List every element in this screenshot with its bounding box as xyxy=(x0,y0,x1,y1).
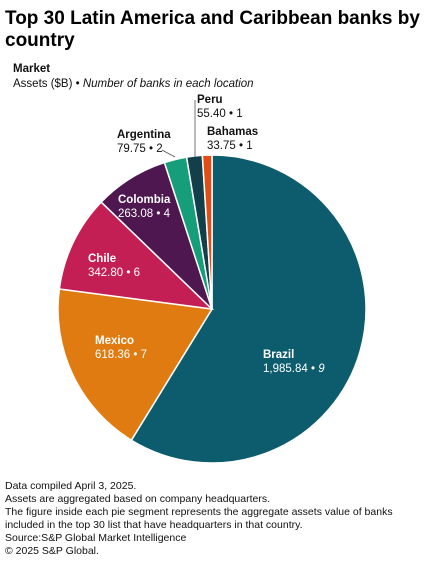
slice-value-argentina: 79.75 • 2 xyxy=(117,143,163,155)
footer-copyright: © 2025 S&P Global. xyxy=(5,545,99,557)
slice-value-bahamas: 33.75 • 1 xyxy=(207,140,253,152)
slice-value-peru: 55.40 • 1 xyxy=(197,108,243,120)
slice-value-chile: 342.80 • 6 xyxy=(88,267,140,279)
pie-slice-brazil xyxy=(130,154,367,464)
pie-slice-mexico xyxy=(57,288,214,442)
leader-lines xyxy=(161,100,196,158)
legend-line-prefix: Assets ($B) • xyxy=(13,78,83,90)
footer-note-1: Assets are aggregated based on company h… xyxy=(5,493,271,505)
footer-notes: Data compiled April 3, 2025. Assets are … xyxy=(5,480,420,558)
leader-line-argentina xyxy=(161,149,176,158)
footer-note-2: The figure inside each pie segment repre… xyxy=(5,506,393,531)
pie-slice-chile xyxy=(58,201,215,311)
slice-value-mexico: 618.36 • 7 xyxy=(95,349,147,361)
legend-line: Assets ($B) • Number of banks in each lo… xyxy=(13,77,254,92)
slice-value-brazil: 1,985.84 • 9 xyxy=(263,363,325,375)
footer-source: Source:S&P Global Market Intelligence xyxy=(5,532,187,544)
footer-compiled: Data compiled April 3, 2025. xyxy=(5,480,137,492)
slice-label-colombia: Colombia xyxy=(118,194,171,206)
slice-label-mexico: Mexico xyxy=(95,335,134,347)
slice-value-colombia: 263.08 • 4 xyxy=(118,208,171,220)
chart-title: Top 30 Latin America and Caribbean banks… xyxy=(5,8,420,51)
slice-labels: Brazil 1,985.84 • 9 Mexico 618.36 • 7 Chile 3… xyxy=(88,94,325,375)
slice-label-chile: Chile xyxy=(88,253,116,265)
legend-header: Market Assets ($B) • Number of banks in … xyxy=(13,62,254,92)
pie-slices xyxy=(57,154,367,464)
slice-label-bahamas: Bahamas xyxy=(207,126,258,138)
legend-line-italic: Number of banks in each location xyxy=(82,78,254,90)
slice-label-argentina: Argentina xyxy=(117,129,171,141)
slice-label-peru: Peru xyxy=(197,94,223,106)
pie-slice-bahamas xyxy=(201,154,213,310)
slice-label-brazil: Brazil xyxy=(263,349,294,361)
legend-heading: Market xyxy=(13,63,51,75)
